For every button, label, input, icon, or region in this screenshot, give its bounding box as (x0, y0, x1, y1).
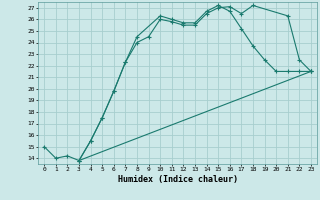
X-axis label: Humidex (Indice chaleur): Humidex (Indice chaleur) (118, 175, 238, 184)
